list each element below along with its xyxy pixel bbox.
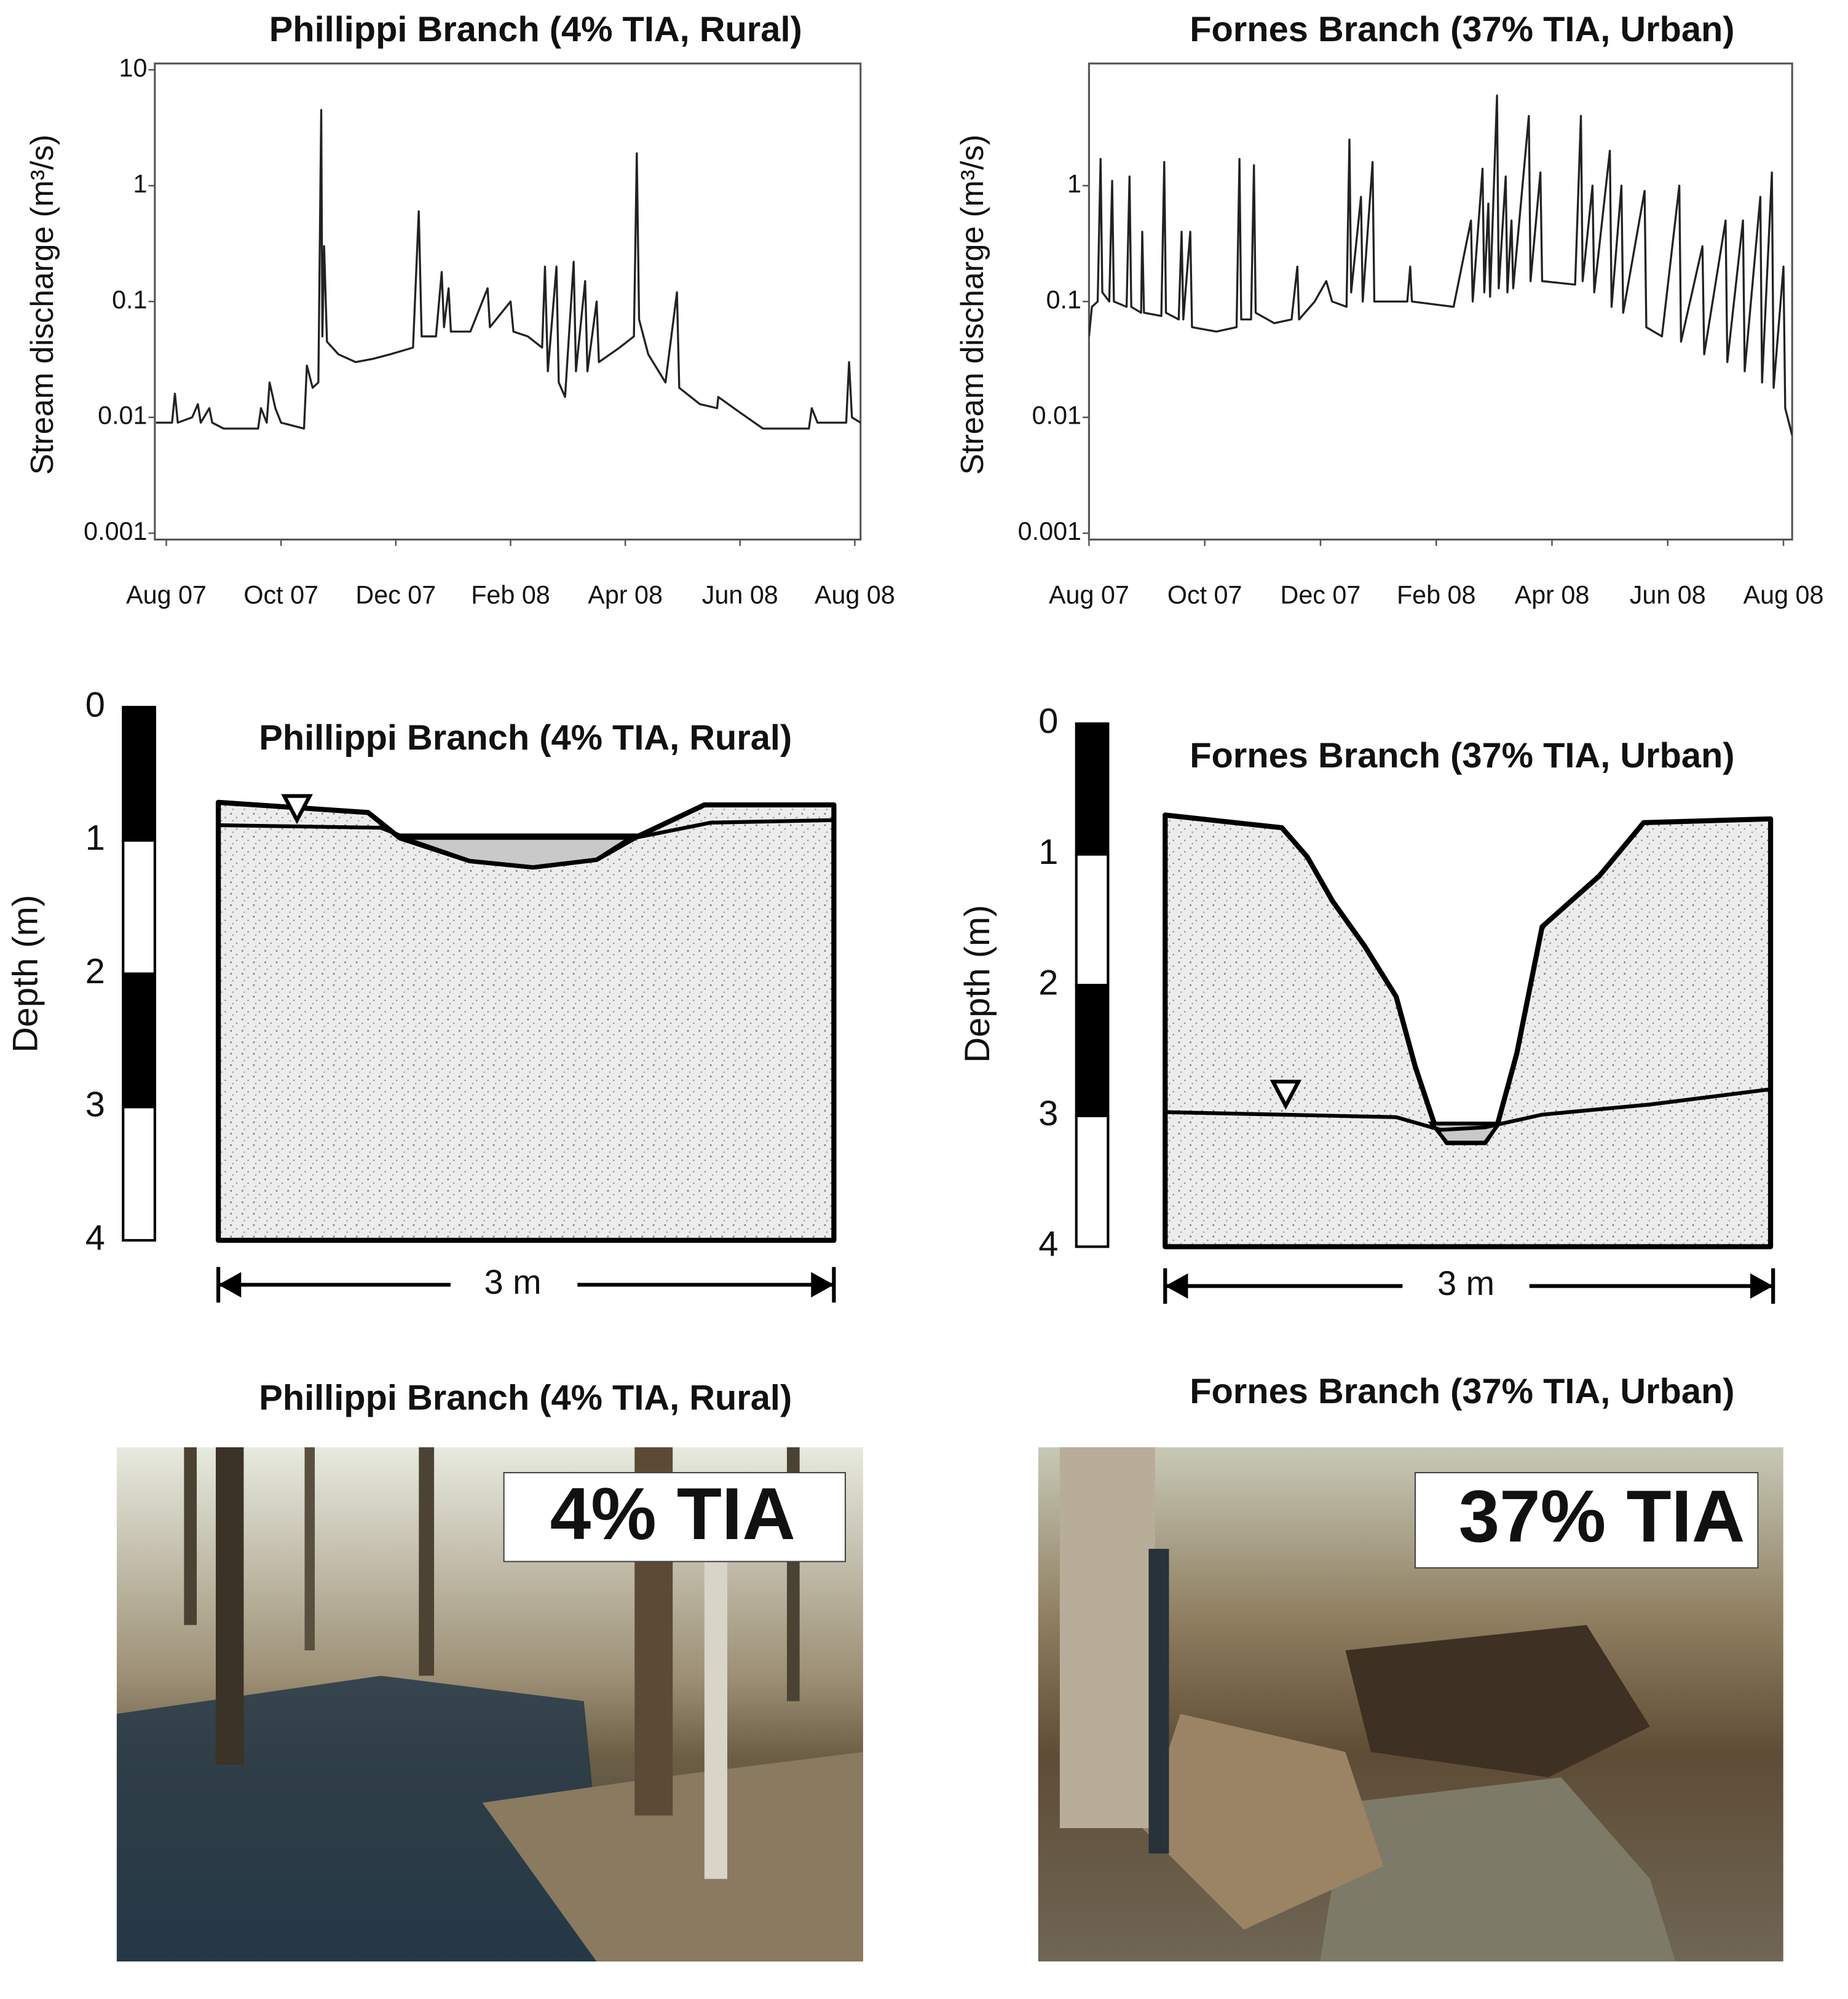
depth-label: Depth (m) xyxy=(6,895,45,1053)
x-tick-label: Oct 07 xyxy=(243,580,318,609)
photo-tree xyxy=(184,1447,197,1625)
x-tick-label: Aug 08 xyxy=(815,580,895,609)
discharge-line xyxy=(156,109,861,430)
scale-block xyxy=(122,1106,156,1242)
cross-section: Depth (m) Fornes Branch (37% TIA, Urban)… xyxy=(958,722,1775,1308)
x-tick-label: Oct 07 xyxy=(1167,580,1242,609)
photo-roots xyxy=(1142,1714,1384,1930)
y-tick-label: 0.001 xyxy=(1018,517,1081,545)
water-table-marker xyxy=(281,794,313,825)
depth-label: Depth (m) xyxy=(958,905,997,1063)
photo-tree xyxy=(1059,1447,1155,1829)
depth-tick-label: 0 xyxy=(85,685,105,724)
depth-tick-label: 1 xyxy=(1038,833,1058,872)
x-tick-label: Aug 07 xyxy=(1049,580,1129,609)
x-tick-label: Feb 08 xyxy=(471,580,550,609)
x-tick-label: Dec 07 xyxy=(355,580,436,609)
plot-frame xyxy=(1088,62,1793,541)
x-tick-label: Aug 07 xyxy=(126,580,207,609)
y-axis-label: Stream discharge (m³/s) xyxy=(954,135,990,475)
water-table-marker xyxy=(1270,1079,1302,1110)
photo-title: Phillippi Branch (4% TIA, Rural) xyxy=(259,1379,792,1418)
soil xyxy=(1163,812,1774,1249)
y-tick-label: 0.01 xyxy=(1032,402,1081,430)
x-tick-label: Feb 08 xyxy=(1397,580,1476,609)
photo-bank xyxy=(1345,1625,1650,1778)
plot: 0.001 0.01 0.1 1 Aug 07 Oct 07 Dec 07 Feb 08 Apr… xyxy=(1018,62,1824,609)
stream-water xyxy=(395,833,641,869)
arrow-head xyxy=(811,1272,834,1298)
arrow-head xyxy=(1165,1273,1188,1299)
scale-block xyxy=(122,839,156,975)
y-tick-label: 1 xyxy=(1067,170,1081,198)
x-tick-label: Dec 07 xyxy=(1281,580,1361,609)
scale-block xyxy=(1075,1114,1110,1248)
plot: 0.001 0.01 0.1 1 10 Aug 07 Oct 07 Dec 07 Feb 08 A… xyxy=(84,53,895,609)
photo-label: 37% TIA xyxy=(1459,1476,1745,1558)
depth-tick-label: 4 xyxy=(85,1218,105,1257)
label-box xyxy=(1414,1471,1759,1569)
photo-water xyxy=(1320,1777,1676,1961)
photo-bank xyxy=(482,1752,863,1961)
photo-tree xyxy=(215,1447,244,1765)
photo-pipe xyxy=(1148,1548,1169,1854)
scale-block xyxy=(1075,853,1110,987)
photo: 37% TIA xyxy=(1038,1447,1783,1961)
dimension-gap xyxy=(1402,1264,1530,1308)
section-title: Phillippi Branch (4% TIA, Rural) xyxy=(259,718,792,758)
x-tick-label: Aug 08 xyxy=(1743,580,1824,609)
y-tick-label: 0.001 xyxy=(84,517,147,545)
width-label: 3 m xyxy=(1437,1264,1495,1302)
photo-label: 4% TIA xyxy=(550,1473,796,1555)
arrow-head xyxy=(218,1272,242,1298)
x-tick-label: Jun 08 xyxy=(1630,580,1706,609)
y-tick-label: 0.1 xyxy=(112,285,147,314)
scale-block xyxy=(1075,984,1110,1117)
y-tick-label: 1 xyxy=(133,170,148,198)
discharge-line xyxy=(1089,94,1793,436)
photo-tree xyxy=(304,1447,315,1651)
y-tick-label: 10 xyxy=(119,53,148,82)
photo-title: Fornes Branch (37% TIA, Urban) xyxy=(1190,1372,1734,1411)
chart-title: Fornes Branch (37% TIA, Urban) xyxy=(1190,10,1734,49)
y-tick-label: 0.1 xyxy=(1046,285,1081,314)
cross-section: Depth (m) Phillippi Branch (4% TIA, Rura… xyxy=(6,705,837,1307)
depth-tick-label: 1 xyxy=(85,818,105,858)
photo: 4% TIA xyxy=(116,1447,863,1961)
label-box xyxy=(503,1471,847,1562)
chart-title: Phillippi Branch (4% TIA, Rural) xyxy=(269,10,802,49)
depth-tick-label: 3 xyxy=(85,1085,105,1125)
section-title: Fornes Branch (37% TIA, Urban) xyxy=(1190,736,1734,775)
x-tick-label: Apr 08 xyxy=(588,580,663,609)
scale-block xyxy=(1075,722,1110,856)
x-tick-label: Apr 08 xyxy=(1515,580,1590,609)
depth-tick-label: 2 xyxy=(85,952,105,991)
scale-block xyxy=(122,705,156,842)
photo-tree xyxy=(704,1523,727,1879)
scale-block xyxy=(122,972,156,1109)
depth-tick-label: 2 xyxy=(1038,963,1058,1002)
y-axis-label: Stream discharge (m³/s) xyxy=(24,135,60,475)
depth-tick-label: 3 xyxy=(1038,1094,1058,1133)
plot-frame xyxy=(154,62,862,541)
water-table xyxy=(218,818,834,840)
water-table xyxy=(1165,1087,1771,1132)
dimension-gap xyxy=(450,1263,578,1307)
width-label: 3 m xyxy=(484,1263,542,1301)
depth-tick-label: 4 xyxy=(1038,1225,1058,1264)
arrow-head xyxy=(1750,1273,1774,1299)
depth-tick-label: 0 xyxy=(1038,702,1058,741)
photo-tree xyxy=(419,1447,435,1676)
x-tick-label: Jun 08 xyxy=(702,580,778,609)
y-tick-label: 0.01 xyxy=(98,402,147,430)
